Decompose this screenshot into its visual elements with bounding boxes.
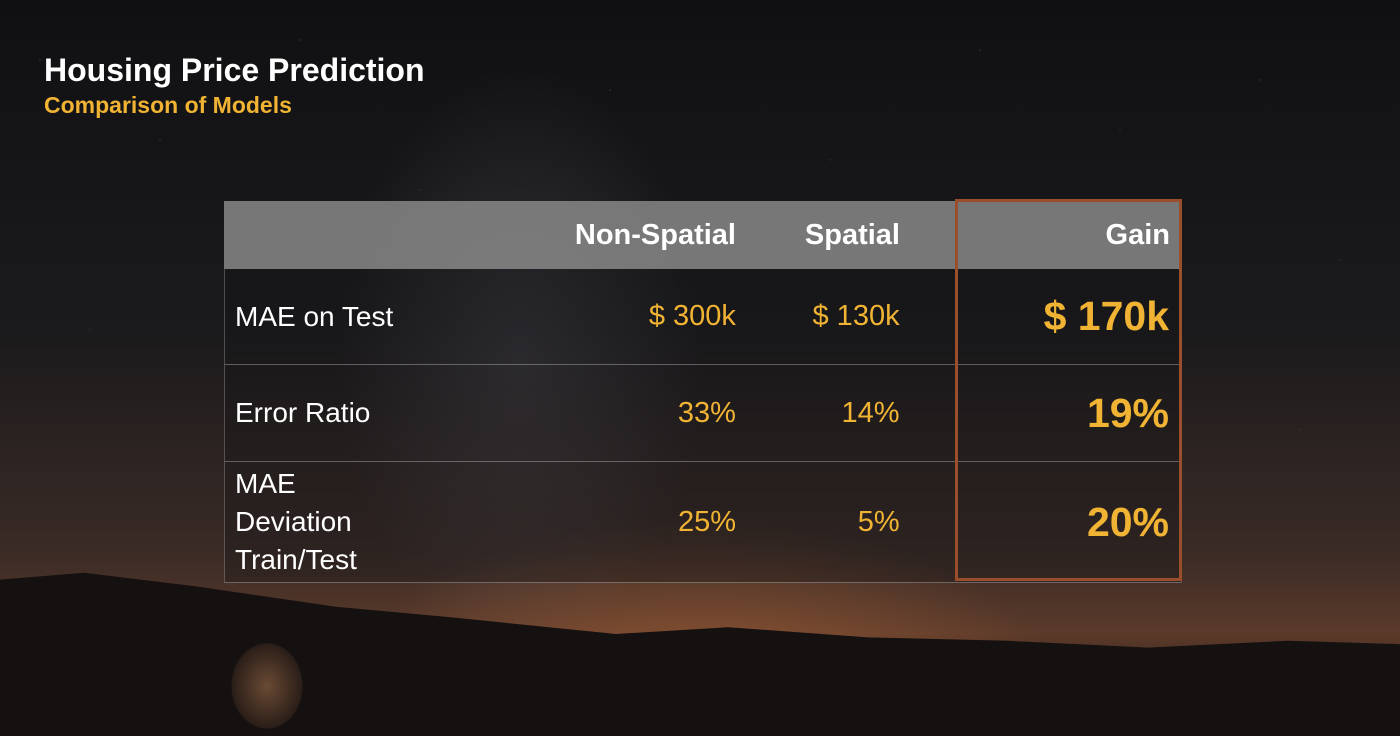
gain-value: $ 170k: [1043, 293, 1169, 339]
table-header-row: Non-Spatial Spatial Gain: [224, 201, 1182, 269]
table-row: MAE on Test $ 300k $ 130k $ 170k: [224, 269, 1182, 365]
spatial-value: 5%: [857, 505, 900, 538]
gain-value: 19%: [1086, 389, 1169, 436]
row-label: MAE on Test: [235, 300, 394, 332]
header-spatial: Spatial: [804, 218, 900, 251]
comparison-table: Non-Spatial Spatial Gain MAE on Test $ 3…: [224, 201, 1182, 583]
non-spatial-value: 33%: [677, 396, 736, 429]
header-gain: Gain: [1105, 218, 1170, 251]
spatial-value: $ 130k: [812, 300, 900, 332]
row-label: Error Ratio: [235, 397, 371, 428]
gain-value: 20%: [1086, 498, 1169, 545]
hill-silhouette: [0, 572, 1400, 736]
slide-subtitle: Comparison of Models: [44, 92, 292, 118]
header-non-spatial: Non-Spatial: [574, 218, 736, 251]
non-spatial-value: $ 300k: [648, 300, 736, 332]
person-silhouette: [212, 626, 332, 736]
spatial-value: 14%: [841, 396, 900, 429]
table-row: Error Ratio 33% 14% 19%: [224, 365, 1182, 462]
non-spatial-value: 25%: [678, 505, 737, 538]
slide-title: Housing Price Prediction: [44, 52, 425, 88]
row-label: MAE Deviation Train/Test: [235, 468, 357, 575]
table-row: MAE Deviation Train/Test 25% 5% 20%: [224, 462, 1182, 583]
